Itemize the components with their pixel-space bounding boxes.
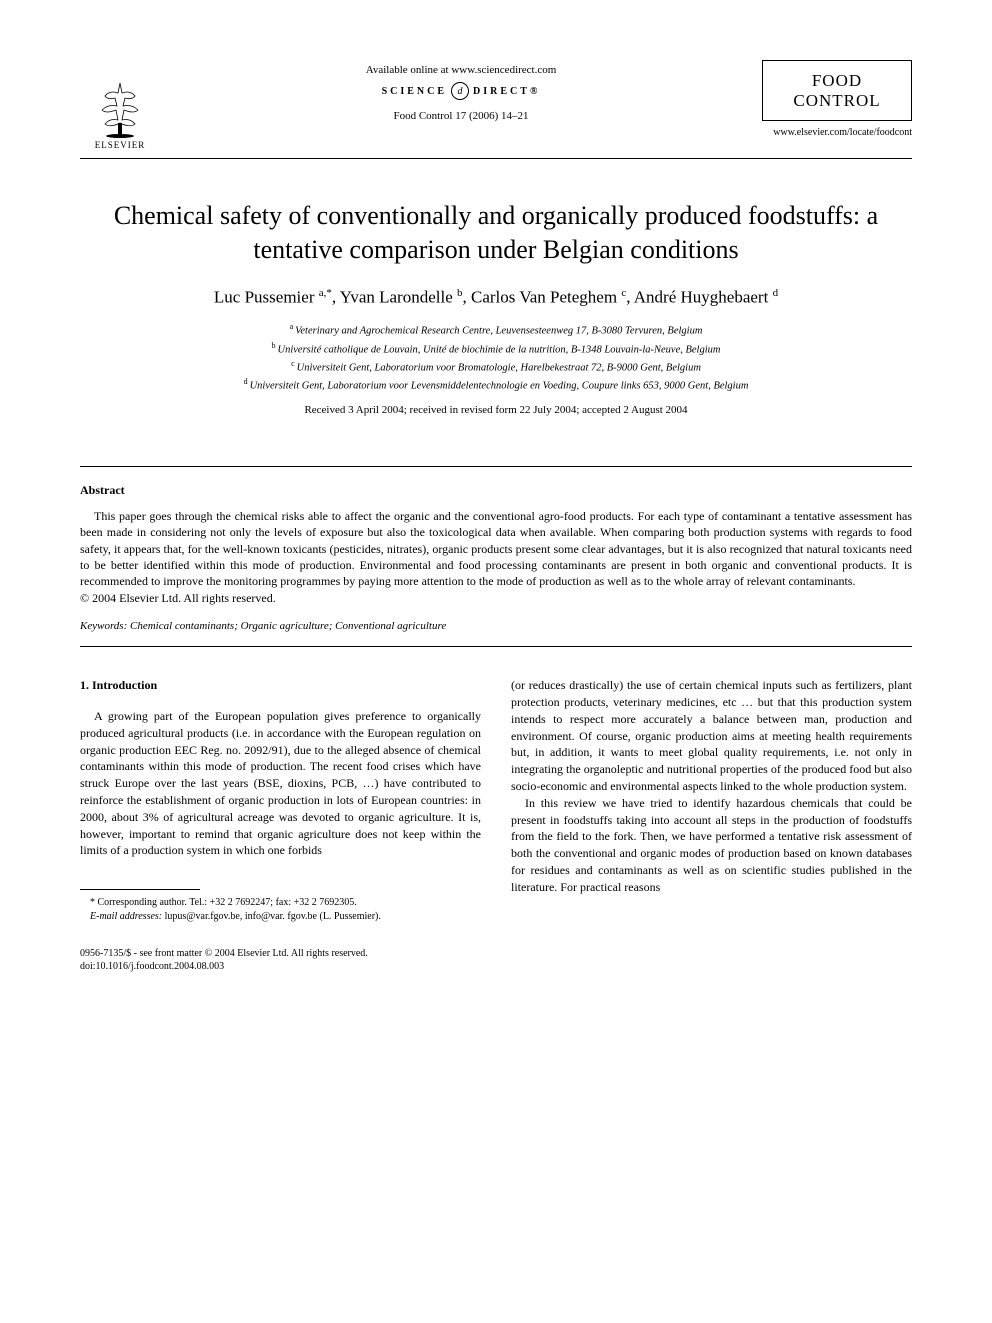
email-addresses: lupus@var.fgov.be, info@var. fgov.be (L.… xyxy=(162,911,381,922)
elsevier-logo: ELSEVIER xyxy=(80,60,160,150)
abstract-top-rule xyxy=(80,466,912,467)
sciencedirect-logo: SCIENCE d DIRECT® xyxy=(382,82,541,100)
header-divider xyxy=(80,158,912,159)
sd-text-left: SCIENCE xyxy=(382,86,447,97)
affiliation-a: aVeterinary and Agrochemical Research Ce… xyxy=(80,321,912,339)
article-title: Chemical safety of conventionally and or… xyxy=(80,199,912,267)
elsevier-tree-icon xyxy=(90,78,150,138)
abstract-text: This paper goes through the chemical ris… xyxy=(80,508,912,589)
keywords-line: Keywords: Chemical contaminants; Organic… xyxy=(80,620,912,632)
available-online-text: Available online at www.sciencedirect.co… xyxy=(366,64,557,76)
corresponding-author-note: * Corresponding author. Tel.: +32 2 7692… xyxy=(80,896,481,910)
journal-name-line2: CONTROL xyxy=(777,91,897,111)
footer-info: 0956-7135/$ - see front matter © 2004 El… xyxy=(80,947,481,973)
journal-box-wrapper: FOOD CONTROL www.elsevier.com/locate/foo… xyxy=(762,60,912,138)
article-dates: Received 3 April 2004; received in revis… xyxy=(80,404,912,416)
intro-para-1-right: (or reduces drastically) the use of cert… xyxy=(511,677,912,795)
keywords-label: Keywords: xyxy=(80,620,127,632)
header-center: Available online at www.sciencedirect.co… xyxy=(160,60,762,122)
column-right: (or reduces drastically) the use of cert… xyxy=(511,677,912,973)
intro-para-2-right: In this review we have tried to identify… xyxy=(511,795,912,896)
front-matter-line: 0956-7135/$ - see front matter © 2004 El… xyxy=(80,947,481,960)
column-left: 1. Introduction A growing part of the Eu… xyxy=(80,677,481,973)
abstract-copyright: © 2004 Elsevier Ltd. All rights reserved… xyxy=(80,591,912,606)
doi-line: doi:10.1016/j.foodcont.2004.08.003 xyxy=(80,960,481,973)
email-note: E-mail addresses: lupus@var.fgov.be, inf… xyxy=(80,910,481,924)
intro-para-1-left: A growing part of the European populatio… xyxy=(80,708,481,859)
journal-reference: Food Control 17 (2006) 14–21 xyxy=(393,110,528,122)
sd-text-right: DIRECT® xyxy=(473,86,540,97)
header-row: ELSEVIER Available online at www.science… xyxy=(80,60,912,150)
elsevier-label: ELSEVIER xyxy=(95,140,146,150)
abstract-bottom-rule xyxy=(80,646,912,647)
email-label: E-mail addresses: xyxy=(90,911,162,922)
journal-url: www.elsevier.com/locate/foodcont xyxy=(762,127,912,138)
journal-name-line1: FOOD xyxy=(777,71,897,91)
affiliation-c: cUniversiteit Gent, Laboratorium voor Br… xyxy=(80,358,912,376)
body-columns: 1. Introduction A growing part of the Eu… xyxy=(80,677,912,973)
affiliation-b: bUniversité catholique de Louvain, Unité… xyxy=(80,340,912,358)
keywords-text: Chemical contaminants; Organic agricultu… xyxy=(127,620,446,632)
abstract-heading: Abstract xyxy=(80,483,912,498)
journal-box: FOOD CONTROL xyxy=(762,60,912,121)
affiliation-d: dUniversiteit Gent, Laboratorium voor Le… xyxy=(80,376,912,394)
sd-circle-icon: d xyxy=(451,82,469,100)
authors-line: Luc Pussemier a,*, Yvan Larondelle b, Ca… xyxy=(80,287,912,308)
affiliations: aVeterinary and Agrochemical Research Ce… xyxy=(80,321,912,394)
footnote-divider xyxy=(80,889,200,890)
section-1-heading: 1. Introduction xyxy=(80,677,481,694)
